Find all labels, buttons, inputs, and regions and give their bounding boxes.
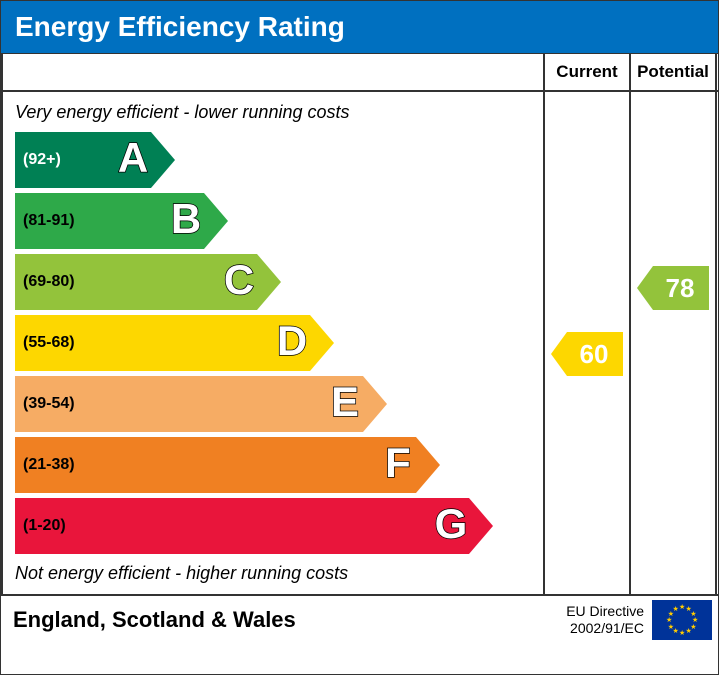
band-letter: C: [215, 258, 263, 306]
header-current: Current: [545, 54, 631, 90]
band-row-g: (1-20) G: [15, 498, 543, 554]
region-label: England, Scotland & Wales: [1, 607, 566, 633]
svg-text:B: B: [171, 197, 201, 242]
rating-value-potential: 78: [637, 266, 709, 310]
eu-star: ★: [679, 603, 685, 611]
band-row-b: (81-91) B: [15, 193, 543, 249]
band-range: (1-20): [23, 517, 66, 535]
band-row-f: (21-38) F: [15, 437, 543, 493]
svg-text:C: C: [224, 258, 254, 303]
rating-value-current: 60: [551, 332, 623, 376]
caption-bottom: Not energy efficient - higher running co…: [3, 559, 543, 588]
eu-star: ★: [679, 629, 685, 637]
eu-star: ★: [686, 627, 692, 635]
band-letter: E: [321, 380, 369, 428]
rating-tag-current: 60: [551, 332, 623, 376]
epc-container: Energy Efficiency Rating Current Potenti…: [0, 0, 719, 675]
band-row-c: (69-80) C: [15, 254, 543, 310]
directive-line1: EU Directive: [566, 603, 644, 619]
header-row: Current Potential: [1, 54, 718, 92]
footer: England, Scotland & Wales EU Directive 2…: [1, 594, 718, 644]
band-range: (55-68): [23, 334, 75, 352]
band-letter: F: [374, 441, 422, 489]
potential-column: 78: [631, 92, 717, 594]
chart-body: Very energy efficient - lower running co…: [1, 92, 718, 594]
directive-label: EU Directive 2002/91/EC: [566, 603, 652, 637]
svg-text:D: D: [277, 319, 307, 364]
svg-text:A: A: [118, 136, 148, 181]
current-column: 60: [545, 92, 631, 594]
band-range: (92+): [23, 151, 61, 169]
band-letter: G: [427, 502, 475, 550]
band-letter: D: [268, 319, 316, 367]
svg-text:G: G: [435, 502, 468, 547]
band-row-a: (92+) A: [15, 132, 543, 188]
svg-text:F: F: [385, 441, 411, 486]
eu-flag-icon: ★★★★★★★★★★★★: [652, 600, 712, 640]
band-row-e: (39-54) E: [15, 376, 543, 432]
eu-star: ★: [673, 605, 679, 613]
band-range: (81-91): [23, 212, 75, 230]
band-range: (69-80): [23, 273, 75, 291]
caption-top: Very energy efficient - lower running co…: [3, 98, 543, 127]
band-range: (21-38): [23, 456, 75, 474]
header-potential: Potential: [631, 54, 717, 90]
header-spacer: [1, 54, 545, 90]
band-row-d: (55-68) D: [15, 315, 543, 371]
band-letter: A: [109, 136, 157, 184]
band-range: (39-54): [23, 395, 75, 413]
svg-text:E: E: [331, 380, 359, 425]
band-bar: [15, 498, 493, 554]
band-letter: B: [162, 197, 210, 245]
rating-tag-potential: 78: [637, 266, 709, 310]
bands-area: Very energy efficient - lower running co…: [1, 92, 545, 594]
directive-line2: 2002/91/EC: [570, 620, 644, 636]
chart-title: Energy Efficiency Rating: [1, 1, 718, 54]
